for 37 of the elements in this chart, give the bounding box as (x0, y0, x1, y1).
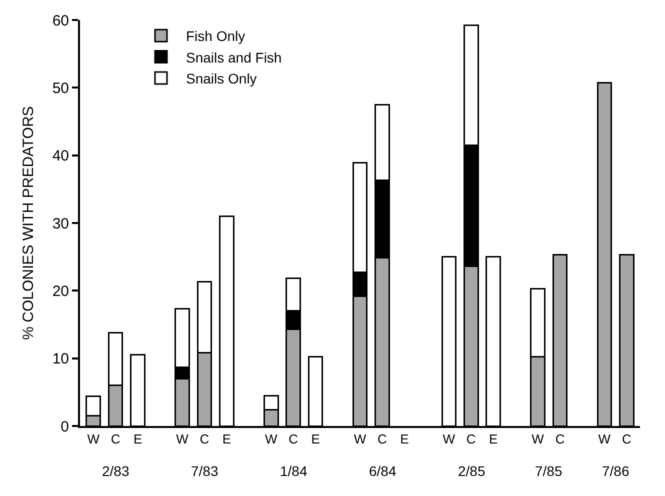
text: 2/85 (458, 463, 486, 479)
legend-label: Fish Only (186, 28, 246, 44)
x-tick-label: E (311, 432, 320, 447)
text: 7/83 (191, 463, 218, 479)
y-tick-label: 0 (60, 418, 69, 436)
y-tick-label: 20 (52, 282, 69, 300)
x-tick-label: C (378, 432, 387, 447)
x-tick-label: C (555, 432, 565, 447)
y-tick-label: 40 (52, 148, 69, 165)
text: 2/83 (102, 463, 130, 479)
x-tick-label: W (354, 432, 367, 447)
x-tick-label: W (532, 432, 545, 447)
text: 7/85 (535, 463, 562, 479)
y-tick-label: 10 (52, 350, 69, 368)
legend-label: Snails and Fish (186, 49, 282, 66)
x-tick-label: E (488, 432, 498, 447)
x-tick-label: C (200, 432, 210, 447)
x-tick-label: C (110, 432, 120, 447)
x-tick-label: E (222, 432, 232, 447)
x-tick-label: W (87, 432, 100, 447)
y-tick-label: 50 (52, 80, 69, 97)
x-tick-label: W (598, 432, 612, 447)
x-tick-label: W (264, 432, 278, 447)
text: 1/84 (280, 463, 308, 479)
x-tick-label: C (622, 432, 632, 447)
y-tick-label: 60 (52, 12, 69, 30)
text: 6/84 (369, 463, 396, 479)
x-tick-label: W (442, 432, 456, 447)
y-axis-title: % COLONIES WITH PREDATORS (20, 106, 38, 340)
legend-label: Snails Only (186, 70, 257, 86)
x-tick-label: E (133, 432, 142, 447)
x-tick-label: C (288, 432, 298, 447)
x-tick-label: E (400, 432, 410, 447)
x-tick-label: W (176, 432, 190, 447)
text: 7/86 (602, 463, 630, 479)
y-tick-label: 30 (52, 215, 69, 232)
x-tick-label: C (466, 432, 476, 447)
